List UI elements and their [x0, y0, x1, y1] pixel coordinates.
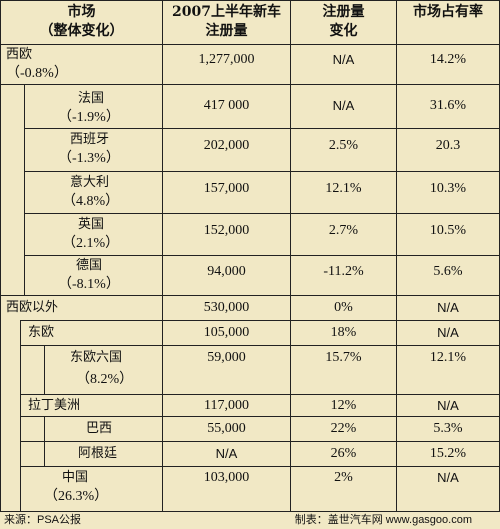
row-change: 2% [334, 470, 353, 485]
row-divider [20, 320, 500, 321]
row-share: 14.2% [429, 52, 467, 67]
row-name: 中国 [62, 470, 89, 485]
row-registrations: 55,000 [207, 421, 246, 436]
row-sub: （4.8%） [62, 194, 120, 209]
indent-divider [44, 345, 45, 394]
row-change: 2.5% [328, 138, 359, 153]
row-name: 西班牙 [70, 132, 110, 147]
row-name: 德国 [76, 258, 103, 273]
row-registrations: 105,000 [203, 325, 250, 340]
row-share: N/A [437, 300, 459, 315]
row-share: N/A [437, 470, 459, 485]
header-share: 市场占有率 [413, 4, 483, 20]
row-divider [20, 416, 500, 417]
header-divider [0, 44, 500, 45]
row-change: 0% [334, 300, 353, 315]
row-divider [20, 345, 500, 346]
row-name: 意大利 [70, 175, 110, 190]
column-divider [396, 0, 397, 512]
row-name: 拉丁美洲 [28, 398, 81, 413]
header-change: 注册量 [322, 4, 365, 20]
row-change: 2.7% [328, 223, 359, 238]
row-change: N/A [332, 98, 355, 113]
header-market: 市场 [67, 4, 96, 20]
row-change: 22% [330, 421, 357, 436]
row-share: 12.1% [429, 350, 467, 365]
row-share: 10.5% [429, 223, 467, 238]
row-change: 12% [330, 398, 357, 413]
row-name: 西欧以外 [6, 300, 59, 315]
row-divider [0, 84, 500, 85]
row-change: N/A [332, 52, 355, 67]
indent-divider [24, 84, 25, 295]
row-sub: （8.2%） [76, 372, 134, 387]
row-registrations: 103,000 [203, 470, 250, 485]
row-sub: （-8.1%） [58, 277, 120, 292]
row-share: 5.6% [433, 264, 463, 279]
market-table: 市场 （整体变化） 2007上半年新车 注册量 注册量 变化 市场占有率 西欧 … [0, 0, 500, 512]
row-divider [24, 171, 500, 172]
row-sub: （26.3%） [44, 489, 109, 504]
row-registrations: 59,000 [207, 350, 246, 365]
row-sub: （2.1%） [62, 236, 120, 251]
row-sub: （-1.9%） [58, 110, 120, 125]
credit-note: 制表：盖世汽车网 www.gasgoo.com [294, 514, 472, 526]
row-share: N/A [437, 325, 459, 340]
row-sub: （-0.8%） [6, 66, 68, 81]
row-registrations: 202,000 [203, 138, 250, 153]
column-divider [290, 0, 291, 512]
row-registrations: 417 000 [203, 98, 250, 113]
row-divider [24, 255, 500, 256]
header-registrations-sub: 注册量 [205, 23, 248, 39]
row-name: 阿根廷 [78, 446, 118, 461]
row-divider [20, 441, 500, 442]
row-name: 英国 [78, 217, 105, 232]
row-registrations: 117,000 [204, 398, 249, 413]
row-change: 26% [330, 446, 357, 461]
row-registrations: 157,000 [203, 181, 250, 196]
row-sub: （-1.3%） [58, 151, 120, 166]
row-change: 15.7% [325, 350, 362, 365]
row-divider [20, 466, 500, 467]
row-change: 18% [330, 325, 357, 340]
header-registrations: 2007上半年新车 [172, 4, 281, 20]
indent-divider [20, 320, 21, 511]
row-registrations: 152,000 [203, 223, 250, 238]
row-change: 12.1% [325, 181, 362, 196]
row-share: 10.3% [429, 181, 467, 196]
table-border-top [0, 0, 500, 1]
table-border-bottom [0, 511, 500, 512]
row-registrations: N/A [215, 446, 238, 461]
row-name: 西欧 [6, 47, 33, 62]
row-divider [24, 128, 500, 129]
indent-divider [44, 416, 45, 466]
row-share: N/A [437, 398, 459, 413]
row-name: 巴西 [86, 421, 113, 436]
source-note: 来源：PSA公报 [4, 514, 82, 526]
row-registrations: 94,000 [207, 264, 246, 279]
column-divider [162, 0, 163, 512]
row-name: 东欧六国 [70, 350, 123, 365]
row-share: 20.3 [435, 138, 461, 153]
row-share: 31.6% [429, 98, 467, 113]
row-divider [0, 295, 500, 296]
header-change-sub: 变化 [329, 23, 358, 39]
row-divider [20, 394, 500, 395]
row-name: 法国 [78, 91, 105, 106]
row-share: 5.3% [433, 421, 463, 436]
header-market-sub: （整体变化） [39, 23, 124, 39]
row-divider [24, 213, 500, 214]
row-registrations: 1,277,000 [198, 52, 255, 67]
row-share: 15.2% [429, 446, 467, 461]
row-registrations: 530,000 [203, 300, 250, 315]
table-border-left [0, 0, 1, 512]
row-change: -11.2% [323, 264, 364, 279]
row-name: 东欧 [28, 325, 55, 340]
